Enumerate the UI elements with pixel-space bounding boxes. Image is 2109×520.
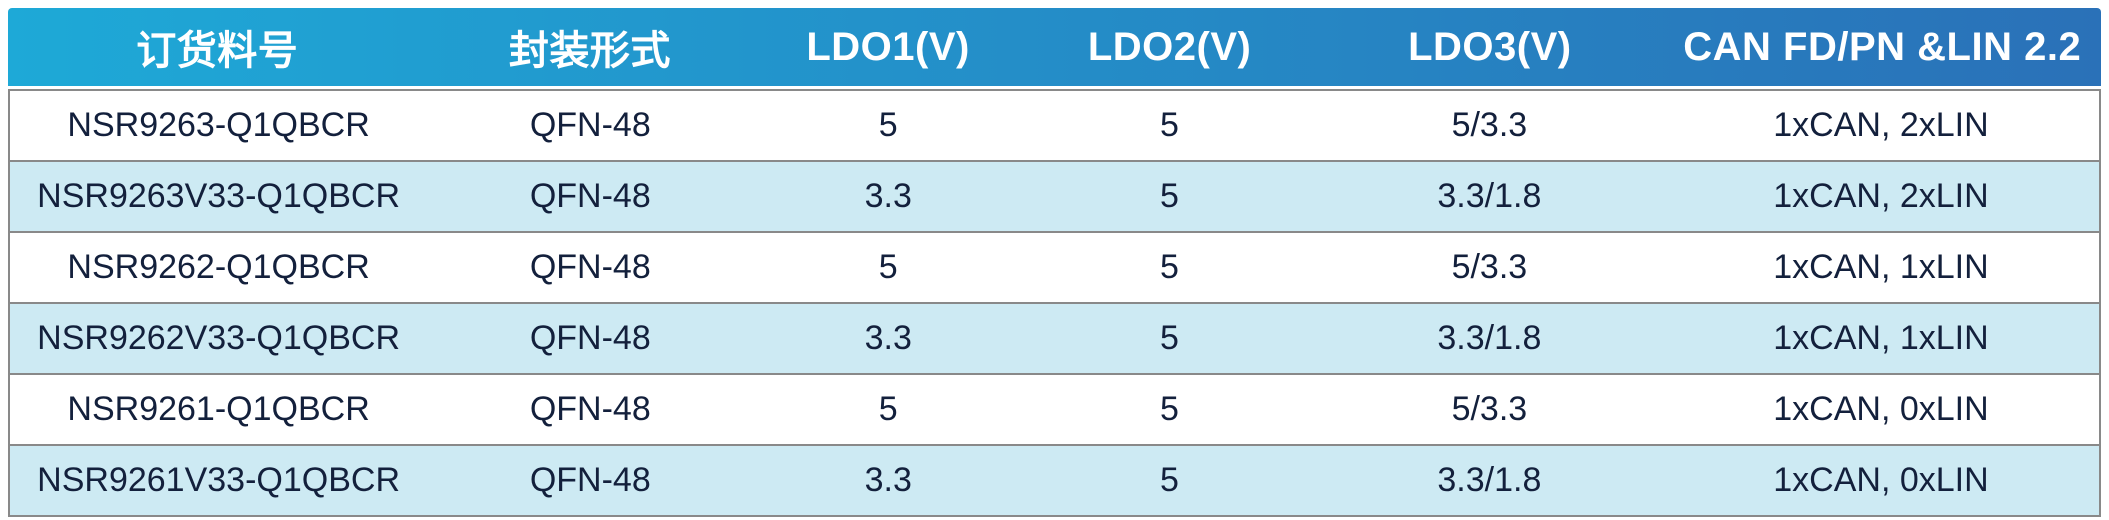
column-header-part-number: 订货料号	[136, 29, 299, 73]
cell-ldo1: 5	[753, 231, 1024, 303]
cell-ldo1: 5	[753, 373, 1024, 445]
table-row: NSR9261-Q1QBCR QFN-48 5 5 5/3.3 1xCAN, 0…	[9, 373, 2100, 445]
table-row: NSR9261V33-Q1QBCR QFN-48 3.3 5 3.3/1.8 1…	[9, 444, 2100, 516]
cell-ldo2: 5	[1023, 444, 1316, 516]
column-header-can-lin: CAN FD/PN &LIN 2.2	[1683, 24, 2082, 69]
cell-ldo2: 5	[1023, 231, 1316, 303]
cell-ldo2: 5	[1023, 160, 1316, 232]
cell-ldo1: 3.3	[753, 160, 1024, 232]
cell-ldo3: 5/3.3	[1315, 89, 1663, 161]
cell-ldo2: 5	[1023, 302, 1316, 374]
column-header-ldo1: LDO1(V)	[806, 24, 970, 69]
cell-part-number: NSR9263-Q1QBCR	[9, 89, 428, 161]
cell-ldo3: 3.3/1.8	[1315, 444, 1663, 516]
cell-ldo2: 5	[1023, 373, 1316, 445]
cell-package: QFN-48	[427, 302, 754, 374]
cell-can-lin: 1xCAN, 2xLIN	[1662, 160, 2100, 232]
cell-part-number: NSR9262V33-Q1QBCR	[9, 302, 428, 374]
table-row: NSR9262-Q1QBCR QFN-48 5 5 5/3.3 1xCAN, 1…	[9, 231, 2100, 303]
column-header-ldo3: LDO3(V)	[1408, 24, 1572, 69]
cell-can-lin: 1xCAN, 1xLIN	[1662, 302, 2100, 374]
cell-ldo1: 5	[753, 89, 1024, 161]
cell-package: QFN-48	[427, 373, 754, 445]
cell-ldo3: 3.3/1.8	[1315, 160, 1663, 232]
table-row: NSR9263-Q1QBCR QFN-48 5 5 5/3.3 1xCAN, 2…	[9, 89, 2100, 161]
cell-part-number: NSR9262-Q1QBCR	[9, 231, 428, 303]
cell-ldo1: 3.3	[753, 444, 1024, 516]
cell-ldo3: 5/3.3	[1315, 373, 1663, 445]
cell-can-lin: 1xCAN, 2xLIN	[1662, 89, 2100, 161]
table-body: NSR9263-Q1QBCR QFN-48 5 5 5/3.3 1xCAN, 2…	[9, 89, 2100, 516]
ordering-info-table: 订货料号 封装形式 LDO1(V) LDO2(V) LDO3(V) CAN FD…	[8, 8, 2101, 517]
column-header-package: 封装形式	[508, 29, 671, 73]
cell-can-lin: 1xCAN, 0xLIN	[1662, 373, 2100, 445]
cell-part-number: NSR9263V33-Q1QBCR	[9, 160, 428, 232]
header-divider	[8, 86, 2101, 89]
cell-ldo3: 3.3/1.8	[1315, 302, 1663, 374]
cell-package: QFN-48	[427, 89, 754, 161]
cell-can-lin: 1xCAN, 1xLIN	[1662, 231, 2100, 303]
cell-ldo3: 5/3.3	[1315, 231, 1663, 303]
cell-package: QFN-48	[427, 160, 754, 232]
cell-part-number: NSR9261V33-Q1QBCR	[9, 444, 428, 516]
table-header-row: 订货料号 封装形式 LDO1(V) LDO2(V) LDO3(V) CAN FD…	[8, 8, 2101, 86]
column-header-ldo2: LDO2(V)	[1087, 24, 1252, 69]
table-body-grid: NSR9263-Q1QBCR QFN-48 5 5 5/3.3 1xCAN, 2…	[8, 89, 2101, 517]
cell-ldo1: 3.3	[753, 302, 1024, 374]
cell-package: QFN-48	[427, 231, 754, 303]
table-row: NSR9263V33-Q1QBCR QFN-48 3.3 5 3.3/1.8 1…	[9, 160, 2100, 232]
table-row: NSR9262V33-Q1QBCR QFN-48 3.3 5 3.3/1.8 1…	[9, 302, 2100, 374]
cell-part-number: NSR9261-Q1QBCR	[9, 373, 428, 445]
cell-ldo2: 5	[1023, 89, 1316, 161]
cell-package: QFN-48	[427, 444, 754, 516]
cell-can-lin: 1xCAN, 0xLIN	[1662, 444, 2100, 516]
